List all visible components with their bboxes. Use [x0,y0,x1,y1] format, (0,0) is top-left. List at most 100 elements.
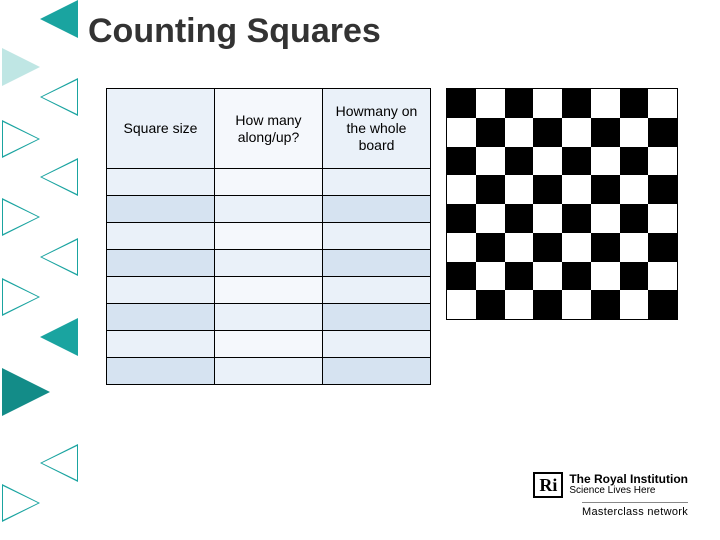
board-square [562,118,591,147]
deco-triangle [40,0,78,38]
deco-triangle [40,78,78,116]
table-cell [107,223,215,250]
deco-triangle [2,278,40,316]
table-row [107,169,431,196]
table-cell [107,331,215,358]
table-body [107,169,431,385]
board-square [620,89,649,118]
board-square [648,204,677,233]
board-square [447,204,476,233]
col-header-total: Howmany on the whole board [323,89,431,169]
deco-triangle [2,48,40,86]
col-header-size: Square size [107,89,215,169]
ri-badge: Ri [533,472,563,498]
board-square [562,175,591,204]
table-row [107,250,431,277]
table-row [107,304,431,331]
counting-table: Square size How many along/up? Howmany o… [106,88,431,385]
board-square [591,233,620,262]
table-cell [215,196,323,223]
table-cell [323,277,431,304]
table-cell [107,196,215,223]
board-square [533,118,562,147]
board-square [533,262,562,291]
board-square [591,147,620,176]
board-square [476,175,505,204]
table-row [107,358,431,385]
board-square [620,175,649,204]
board-square [505,290,534,319]
table-header-row: Square size How many along/up? Howmany o… [107,89,431,169]
deco-triangle [2,198,40,236]
board-square [648,290,677,319]
board-square [447,233,476,262]
board-square [648,89,677,118]
table-cell [215,304,323,331]
board-square [533,233,562,262]
table-cell [107,358,215,385]
board-square [620,233,649,262]
table-cell [215,358,323,385]
board-square [562,290,591,319]
board-square [648,262,677,291]
board-square [533,89,562,118]
table-cell [107,304,215,331]
board-square [648,233,677,262]
board-square [476,89,505,118]
board-square [505,175,534,204]
board-square [591,89,620,118]
table-row [107,223,431,250]
board-square [476,262,505,291]
page-title: Counting Squares [88,12,381,51]
table-row [107,196,431,223]
board-square [447,89,476,118]
table-cell [107,250,215,277]
board-square [533,175,562,204]
board-square [533,147,562,176]
decorative-triangle-strip [0,0,78,540]
board-square [591,118,620,147]
col-header-along: How many along/up? [215,89,323,169]
checkerboard [446,88,678,320]
board-square [562,262,591,291]
board-square [620,262,649,291]
deco-triangle [2,368,50,416]
deco-triangle [40,158,78,196]
board-square [505,262,534,291]
ri-logo: Ri The Royal Institution Science Lives H… [533,472,688,518]
board-square [476,147,505,176]
board-square [476,204,505,233]
board-square [562,89,591,118]
table-cell [323,169,431,196]
board-square [447,118,476,147]
board-square [505,89,534,118]
board-square [591,175,620,204]
deco-triangle [40,444,78,482]
table-cell [323,304,431,331]
board-square [505,204,534,233]
table-cell [107,277,215,304]
board-square [648,118,677,147]
table-cell [323,196,431,223]
board-square [648,147,677,176]
board-square [562,204,591,233]
table-cell [215,169,323,196]
table-cell [215,223,323,250]
board-square [591,204,620,233]
board-square [591,262,620,291]
board-square [447,175,476,204]
ri-logo-line2: Science Lives Here [569,486,688,497]
board-square [447,262,476,291]
table-cell [215,331,323,358]
deco-triangle [2,484,40,522]
table-row [107,277,431,304]
board-square [562,147,591,176]
board-square [505,233,534,262]
deco-triangle [2,120,40,158]
board-square [620,118,649,147]
board-square [533,290,562,319]
deco-triangle [40,238,78,276]
board-square [447,147,476,176]
table-cell [107,169,215,196]
board-square [505,147,534,176]
